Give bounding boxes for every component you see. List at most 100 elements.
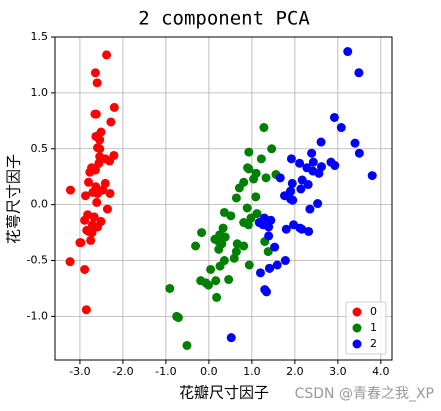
point — [354, 148, 364, 158]
point — [92, 197, 102, 207]
point — [226, 333, 236, 343]
point — [220, 232, 230, 242]
point — [231, 193, 241, 203]
plot-frame — [54, 36, 393, 361]
point — [251, 192, 261, 202]
point — [270, 242, 280, 252]
point — [206, 264, 216, 274]
x-tick-label: 0.0 — [200, 365, 218, 378]
point — [65, 257, 75, 267]
point — [90, 68, 100, 78]
point — [266, 215, 276, 225]
watermark: CSDN @青春之我_XP — [295, 386, 434, 402]
point — [305, 204, 315, 214]
point — [173, 313, 183, 323]
point — [256, 154, 266, 164]
point — [165, 283, 175, 293]
point — [86, 235, 96, 245]
point — [219, 207, 229, 217]
point — [106, 117, 116, 127]
point — [260, 285, 270, 295]
point — [105, 188, 115, 198]
point — [264, 263, 274, 273]
point — [296, 184, 306, 194]
point — [219, 256, 229, 266]
point — [261, 173, 271, 183]
point — [336, 123, 346, 133]
point — [89, 212, 99, 222]
point — [308, 166, 318, 176]
point — [212, 292, 222, 302]
legend-box — [345, 301, 387, 355]
point — [80, 264, 90, 274]
point — [100, 178, 110, 188]
point — [281, 224, 291, 234]
point — [304, 226, 314, 236]
point — [343, 47, 353, 57]
legend-label: 1 — [370, 321, 377, 334]
point — [239, 218, 249, 228]
point — [275, 173, 285, 183]
point — [84, 177, 94, 187]
point — [90, 109, 100, 119]
x-tick-label: 2.0 — [286, 365, 304, 378]
legend-marker — [352, 323, 362, 333]
point — [75, 238, 85, 248]
point — [242, 203, 252, 213]
point — [82, 225, 92, 235]
point — [286, 186, 296, 196]
point — [109, 102, 119, 112]
x-tick-label: -3.0 — [69, 365, 90, 378]
point — [313, 199, 323, 209]
point — [350, 138, 360, 148]
point — [308, 157, 318, 167]
point — [264, 231, 274, 241]
point — [280, 256, 290, 266]
chart-title: 2 component PCA — [138, 8, 310, 30]
point — [191, 241, 201, 251]
point — [367, 171, 377, 181]
legend-marker — [352, 339, 362, 349]
point — [295, 158, 305, 168]
y-tick-label: 1.0 — [31, 86, 49, 99]
point — [218, 223, 228, 233]
point — [93, 222, 103, 232]
point — [94, 158, 104, 168]
point — [224, 275, 234, 285]
legend-label: 0 — [370, 305, 377, 318]
point — [182, 340, 192, 350]
point — [287, 178, 297, 188]
point — [81, 305, 91, 315]
y-tick-label: -1.0 — [27, 309, 48, 322]
y-axis-label: 花萼尺寸因子 — [5, 154, 23, 244]
x-tick-label: 3.0 — [329, 365, 347, 378]
point — [239, 177, 249, 187]
point — [255, 268, 265, 278]
point — [81, 191, 91, 201]
y-tick-label: -0.5 — [27, 254, 48, 267]
point — [307, 148, 317, 158]
point — [249, 174, 259, 184]
point — [197, 228, 207, 238]
point — [254, 218, 264, 228]
point — [229, 253, 239, 263]
point — [263, 247, 273, 257]
point — [267, 144, 277, 154]
point — [88, 187, 98, 197]
point — [109, 150, 119, 160]
point — [102, 50, 112, 60]
legend-marker — [352, 307, 362, 317]
point — [102, 204, 112, 214]
point — [329, 112, 339, 122]
point — [297, 224, 307, 234]
point — [303, 180, 313, 190]
point — [196, 276, 206, 286]
point — [252, 209, 262, 219]
point — [211, 276, 221, 286]
y-tick-label: 0.5 — [31, 142, 49, 155]
point — [92, 78, 102, 88]
y-tick-label: 1.5 — [31, 30, 49, 43]
point — [95, 144, 105, 154]
x-axis-label: 花瓣尺寸因子 — [179, 384, 269, 402]
